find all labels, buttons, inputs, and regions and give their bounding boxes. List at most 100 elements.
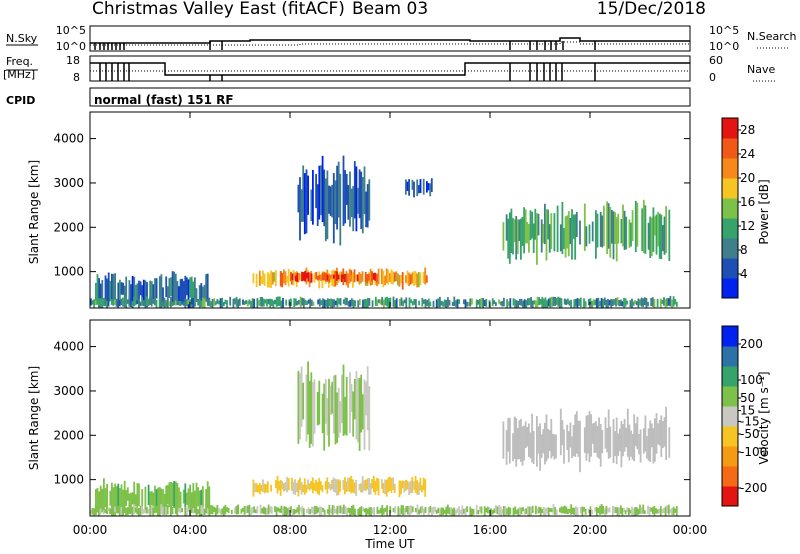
- power-echo-cell: [96, 297, 99, 305]
- velocity-echo-cell: [122, 489, 124, 515]
- velocity-echo-cell: [376, 477, 378, 491]
- velocity-echo-cell: [487, 506, 489, 514]
- power-echo-cell: [568, 300, 571, 306]
- velocity-echo-cell: [152, 492, 155, 507]
- nave-tick-bottom: 0: [709, 71, 716, 84]
- velocity-echo-cell: [575, 506, 577, 516]
- velocity-echo-cell: [250, 507, 252, 516]
- velocity-colorbar-tick-label: -200: [740, 481, 767, 495]
- velocity-echo-cell: [235, 505, 238, 515]
- velocity-echo-cell: [326, 509, 329, 514]
- velocity-echo-cell: [371, 508, 374, 514]
- power-echo-cell: [328, 298, 331, 307]
- velocity-colorbar-tick-label: 15: [740, 404, 755, 418]
- power-echo-cell: [458, 299, 460, 304]
- velocity-echo-cell: [182, 489, 185, 504]
- velocity-echo-cell: [577, 420, 580, 457]
- power-echo-cell: [229, 296, 232, 306]
- velocity-echo-cell: [165, 485, 168, 513]
- nsky-tick-bottom: 10^0: [56, 40, 86, 53]
- velocity-echo-cell: [659, 506, 662, 516]
- velocity-echo-cell: [442, 507, 444, 515]
- velocity-echo-cell: [202, 506, 204, 516]
- velocity-echo-cell: [176, 483, 179, 511]
- velocity-echo-cell: [350, 506, 353, 515]
- velocity-echo-cell: [612, 418, 615, 464]
- power-echo-cell: [106, 278, 108, 308]
- velocity-echo-cell: [424, 507, 427, 513]
- power-echo-cell: [628, 219, 631, 248]
- power-echo-cell: [501, 300, 504, 307]
- velocity-echo-cell: [493, 508, 496, 513]
- velocity-echo-cell: [259, 504, 262, 514]
- velocity-echo-cell: [344, 477, 346, 495]
- velocity-echo-cell: [326, 398, 329, 436]
- nsky-spikes: [94, 41, 596, 50]
- velocity-xaxis: 00:00 04:00 08:00 12:00 16:00 20:00 00:00: [73, 320, 707, 537]
- power-echo-cell: [282, 298, 284, 308]
- velocity-echo-cell: [269, 506, 272, 513]
- power-echo-cell: [557, 296, 560, 307]
- velocity-echo-cell: [338, 505, 340, 514]
- power-echo-cell: [221, 297, 224, 308]
- power-echo-cell: [226, 300, 228, 308]
- velocity-echo-cell: [146, 507, 148, 514]
- velocity-echo-cell: [605, 506, 608, 515]
- velocity-echo-cell: [194, 490, 196, 514]
- power-echo-cell: [378, 299, 380, 304]
- velocity-echo-cell: [149, 491, 152, 516]
- power-colorbar-swatch: [722, 158, 738, 179]
- power-echo-cell: [154, 278, 156, 300]
- velocity-echo-cell: [332, 375, 335, 434]
- power-echo-cell: [144, 280, 147, 308]
- power-echo-cell: [299, 296, 302, 308]
- power-echo-cell: [540, 219, 543, 253]
- velocity-echo-cell: [566, 424, 569, 450]
- power-echo-cell: [364, 271, 367, 283]
- velocity-echo-cell: [155, 489, 158, 507]
- power-echo-cell: [413, 181, 415, 198]
- velocity-echo-cell: [230, 509, 233, 515]
- velocity-echo-cell: [160, 488, 163, 509]
- power-echo-cell: [615, 298, 617, 307]
- velocity-echo-cell: [366, 366, 369, 431]
- velocity-echo-cell: [536, 508, 539, 514]
- velocity-echo-cell: [635, 507, 638, 516]
- power-echo-cell: [416, 179, 419, 197]
- velocity-echo-cell: [368, 386, 371, 451]
- power-echo-cell: [298, 299, 300, 305]
- power-echo-cell: [141, 285, 144, 304]
- power-echo-cell: [609, 207, 612, 258]
- velocity-echo-cell: [393, 483, 396, 494]
- power-echo-cell: [467, 301, 470, 307]
- power-echo-cell: [334, 270, 337, 287]
- velocity-echo-cell: [308, 380, 311, 448]
- power-echo-cell: [243, 301, 246, 305]
- velocity-echo-cell: [254, 483, 256, 493]
- power-echo-cell: [158, 276, 161, 308]
- power-echo-cell: [550, 213, 553, 250]
- power-echo-cell: [429, 301, 432, 307]
- power-echo-cell: [357, 300, 360, 308]
- velocity-echo-cell: [633, 414, 636, 462]
- power-echo-cell: [569, 218, 572, 245]
- power-echo-cell: [572, 214, 575, 239]
- velocity-echo-cell: [322, 507, 324, 512]
- velocity-echo-cell: [507, 418, 510, 452]
- power-echo-cell: [360, 277, 362, 284]
- power-echo-cell: [595, 298, 598, 308]
- power-echo-cell: [120, 282, 123, 295]
- velocity-echo-cell: [291, 477, 293, 491]
- velocity-colorbar-swatch: [722, 426, 738, 447]
- power-echo-cell: [307, 175, 309, 215]
- velocity-echo-cell: [189, 484, 191, 516]
- power-echo-cell: [426, 181, 428, 193]
- velocity-echo-cell: [192, 483, 195, 512]
- power-echo-cell: [120, 298, 123, 306]
- velocity-echo-cell: [364, 479, 367, 491]
- velocity-echo-cell: [358, 378, 361, 451]
- velocity-echo-cell: [562, 506, 564, 514]
- power-echo-cell: [355, 166, 358, 232]
- power-echo-cell: [253, 298, 256, 308]
- velocity-echo-cell: [498, 504, 500, 516]
